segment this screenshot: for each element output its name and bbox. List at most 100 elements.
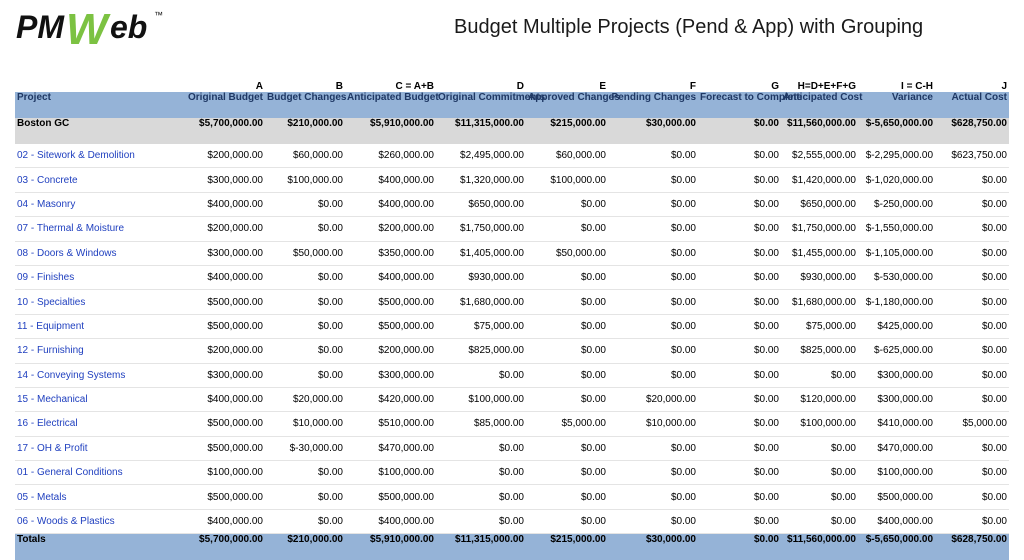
row-link-8[interactable]: 12 - Furnishing xyxy=(15,338,185,364)
column-header: Project xyxy=(15,92,185,118)
row-value: $0.00 xyxy=(436,460,526,486)
row-value: $0.00 xyxy=(608,436,698,462)
row-value: $100,000.00 xyxy=(265,167,345,193)
row-value: $400,000.00 xyxy=(345,192,436,218)
row-value: $500,000.00 xyxy=(858,484,935,510)
row-link-13[interactable]: 01 - General Conditions xyxy=(15,460,185,486)
row-value: $0.00 xyxy=(608,460,698,486)
group-label: Boston GC xyxy=(15,118,185,144)
row-value: $0.00 xyxy=(698,387,781,413)
row-value: $-1,020,000.00 xyxy=(858,167,935,193)
row-value: $400,000.00 xyxy=(185,265,265,291)
row-value: $1,320,000.00 xyxy=(436,167,526,193)
row-value: $-625,000.00 xyxy=(858,338,935,364)
row-value: $0.00 xyxy=(526,314,608,340)
row-value: $0.00 xyxy=(698,192,781,218)
table-row: 15 - Mechanical $400,000.00 $20,000.00 $420… xyxy=(15,387,1009,413)
row-value: $100,000.00 xyxy=(781,411,858,437)
row-value: $10,000.00 xyxy=(608,411,698,437)
row-value: $0.00 xyxy=(526,192,608,218)
row-link-2[interactable]: 04 - Masonry xyxy=(15,192,185,218)
row-value: $200,000.00 xyxy=(345,216,436,242)
row-value: $400,000.00 xyxy=(345,167,436,193)
row-value: $825,000.00 xyxy=(781,338,858,364)
row-value: $1,455,000.00 xyxy=(781,241,858,266)
row-value: $0.00 xyxy=(265,460,345,486)
row-value: $930,000.00 xyxy=(781,265,858,291)
row-value: $0.00 xyxy=(698,509,781,535)
row-link-6[interactable]: 10 - Specialties xyxy=(15,289,185,315)
row-link-9[interactable]: 14 - Conveying Systems xyxy=(15,363,185,388)
row-link-1[interactable]: 03 - Concrete xyxy=(15,167,185,193)
row-link-0[interactable]: 02 - Sitework & Demolition xyxy=(15,144,185,169)
row-value: $0.00 xyxy=(935,167,1009,193)
table-row: 06 - Woods & Plastics $400,000.00 $0.00 $40… xyxy=(15,509,1009,535)
row-value: $10,000.00 xyxy=(265,411,345,437)
row-link-7[interactable]: 11 - Equipment xyxy=(15,314,185,340)
row-link-4[interactable]: 08 - Doors & Windows xyxy=(15,241,185,266)
row-value: $0.00 xyxy=(935,314,1009,340)
totals-value: $30,000.00 xyxy=(608,533,698,560)
column-letter xyxy=(15,78,185,92)
totals-value: $0.00 xyxy=(698,533,781,560)
table-row: 03 - Concrete $300,000.00 $100,000.00 $400,… xyxy=(15,167,1009,193)
row-value: $0.00 xyxy=(781,509,858,535)
row-value: $0.00 xyxy=(608,289,698,315)
row-link-12[interactable]: 17 - OH & Profit xyxy=(15,436,185,462)
row-value: $1,750,000.00 xyxy=(436,216,526,242)
row-value: $0.00 xyxy=(698,265,781,291)
row-value: $0.00 xyxy=(526,387,608,413)
totals-value: $628,750.00 xyxy=(935,533,1009,560)
row-value: $0.00 xyxy=(698,460,781,486)
row-value: $400,000.00 xyxy=(185,192,265,218)
row-link-5[interactable]: 09 - Finishes xyxy=(15,265,185,291)
row-value: $1,405,000.00 xyxy=(436,241,526,266)
row-link-15[interactable]: 06 - Woods & Plastics xyxy=(15,509,185,535)
row-value: $0.00 xyxy=(781,460,858,486)
row-value: $0.00 xyxy=(698,436,781,462)
row-value: $0.00 xyxy=(526,216,608,242)
group-value: $0.00 xyxy=(698,118,781,144)
row-value: $400,000.00 xyxy=(185,387,265,413)
row-value: $0.00 xyxy=(265,216,345,242)
table-row: 12 - Furnishing $200,000.00 $0.00 $200,000.… xyxy=(15,338,1009,364)
column-letter: I = C-H xyxy=(901,81,933,92)
row-value: $1,750,000.00 xyxy=(781,216,858,242)
row-value: $100,000.00 xyxy=(185,460,265,486)
column-letter: A xyxy=(255,81,263,92)
row-value: $470,000.00 xyxy=(345,436,436,462)
column-header: Anticipated Budget xyxy=(345,92,439,118)
group-value: $210,000.00 xyxy=(265,118,345,144)
row-value: $420,000.00 xyxy=(345,387,436,413)
row-link-10[interactable]: 15 - Mechanical xyxy=(15,387,185,413)
group-value: $628,750.00 xyxy=(935,118,1009,144)
row-link-11[interactable]: 16 - Electrical xyxy=(15,411,185,437)
column-letter: F xyxy=(689,81,696,92)
row-value: $0.00 xyxy=(265,192,345,218)
row-value: $0.00 xyxy=(935,460,1009,486)
table-row: 01 - General Conditions $100,000.00 $0.00 $… xyxy=(15,460,1009,486)
row-value: $200,000.00 xyxy=(185,338,265,364)
row-value: $0.00 xyxy=(608,509,698,535)
row-value: $1,680,000.00 xyxy=(781,289,858,315)
row-link-14[interactable]: 05 - Metals xyxy=(15,484,185,510)
totals-value: $5,910,000.00 xyxy=(345,533,436,560)
row-value: $0.00 xyxy=(935,338,1009,364)
row-value: $0.00 xyxy=(935,289,1009,315)
column-letter: B xyxy=(335,81,343,92)
group-value: $-5,650,000.00 xyxy=(858,118,935,144)
row-value: $0.00 xyxy=(698,411,781,437)
table-row: 10 - Specialties $500,000.00 $0.00 $500,000… xyxy=(15,289,1009,315)
row-link-3[interactable]: 07 - Thermal & Moisture xyxy=(15,216,185,242)
logo-pm: PM xyxy=(16,9,65,45)
row-value: $-2,295,000.00 xyxy=(858,144,935,169)
row-value: $75,000.00 xyxy=(436,314,526,340)
column-letter: C = A+B xyxy=(395,81,434,92)
column-letter: D xyxy=(516,81,524,92)
row-value: $300,000.00 xyxy=(345,363,436,388)
row-value: $0.00 xyxy=(935,216,1009,242)
totals-value: $11,315,000.00 xyxy=(436,533,526,560)
column-header-row: Project Original Budget Budget Changes Anti… xyxy=(15,92,1009,118)
row-value: $0.00 xyxy=(935,241,1009,266)
